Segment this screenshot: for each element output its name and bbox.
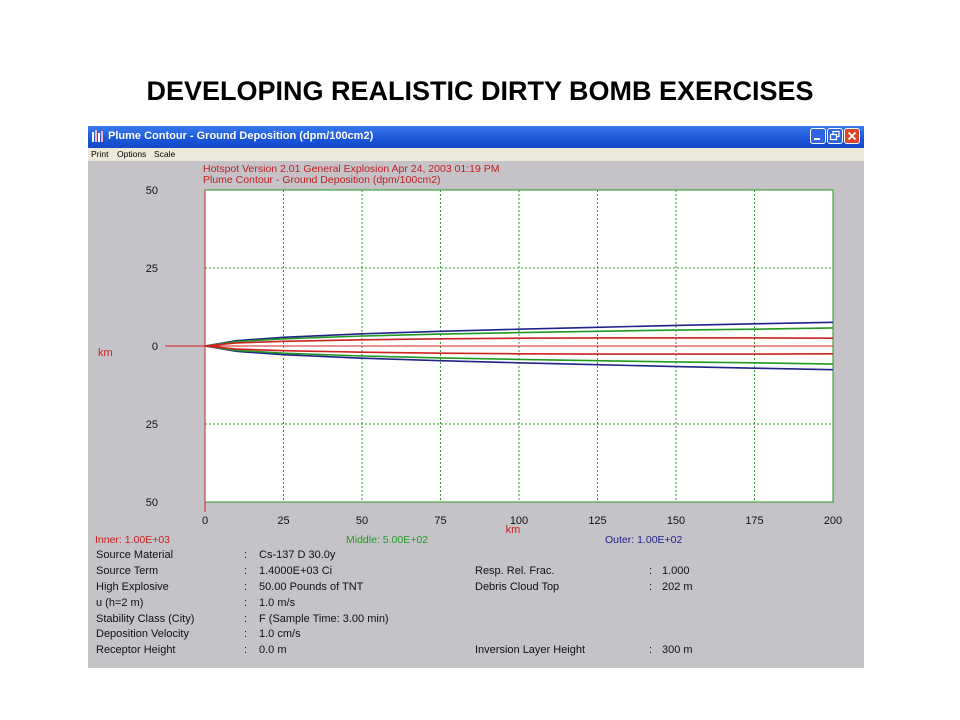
y-tick-label: 50: [146, 185, 158, 197]
info-value: 50.00 Pounds of TNT: [259, 581, 364, 593]
plot-header-line2: Plume Contour - Ground Deposition (dpm/1…: [203, 174, 441, 186]
plume-contour-plot: 0 25 50 75 100 125 150 175 200 50 25 0 25 50 km km: [98, 185, 842, 536]
x-tick-label: 200: [824, 515, 842, 527]
legend-inner: Inner: 1.00E+03: [95, 534, 171, 546]
info-value: 1.0 cm/s: [259, 628, 301, 640]
contour-line-lower: [204, 345, 834, 365]
info-label: Stability Class (City): [96, 613, 195, 625]
x-axis-label: km: [506, 524, 521, 536]
x-tick-label: 75: [434, 515, 446, 527]
plume-contour-window: Plume Contour - Ground Deposition (dpm/1…: [88, 126, 864, 668]
x-tick-label: 125: [588, 515, 606, 527]
contour-line-lower: [204, 345, 834, 371]
info-label: High Explosive: [96, 581, 169, 593]
menu-scale[interactable]: Scale: [154, 149, 176, 159]
info-value: 1.4000E+03 Ci: [259, 565, 333, 577]
y-tick-label: 0: [152, 341, 158, 353]
info-value: F (Sample Time: 3.00 min): [259, 613, 389, 625]
legend-middle: Middle: 5.00E+02: [346, 534, 429, 546]
contour-line-upper: [204, 327, 834, 347]
info-label: Debris Cloud Top: [475, 581, 560, 593]
info-separator: :: [649, 581, 653, 593]
minimize-icon: [814, 138, 820, 140]
menu-bar: Print Options Scale: [88, 148, 864, 161]
info-label: Source Term: [96, 565, 159, 577]
info-value: 300 m: [662, 644, 693, 656]
info-separator: :: [244, 613, 248, 625]
info-separator: :: [244, 628, 248, 640]
info-separator: :: [244, 549, 248, 561]
info-label: Inversion Layer Height: [475, 644, 586, 656]
info-separator: :: [244, 644, 248, 656]
y-tick-label: 50: [146, 497, 158, 509]
x-tick-label: 25: [277, 515, 289, 527]
y-axis-label: km: [98, 347, 113, 359]
window-title: Plume Contour - Ground Deposition (dpm/1…: [108, 130, 374, 142]
close-icon: [847, 131, 857, 141]
info-value: Cs-137 D 30.0y: [259, 549, 336, 561]
y-tick-label: 25: [146, 263, 158, 275]
app-icon: [92, 130, 103, 142]
info-value: 1.000: [662, 565, 690, 577]
info-separator: :: [244, 581, 248, 593]
info-separator: :: [244, 597, 248, 609]
info-label: Resp. Rel. Frac.: [475, 565, 555, 577]
x-tick-label: 100: [510, 515, 528, 527]
menu-options[interactable]: Options: [117, 149, 147, 159]
minimize-button[interactable]: [810, 128, 826, 144]
restore-button[interactable]: [827, 128, 843, 144]
info-separator: :: [649, 644, 653, 656]
info-value: 0.0 m: [259, 644, 287, 656]
info-value: 202 m: [662, 581, 693, 593]
info-label: u (h=2 m): [96, 597, 144, 609]
contour-line-upper: [204, 321, 834, 347]
info-separator: :: [244, 565, 248, 577]
x-tick-label: 150: [667, 515, 685, 527]
menu-print[interactable]: Print: [91, 149, 109, 159]
info-separator: :: [649, 565, 653, 577]
contour-line-lower: [204, 345, 834, 355]
info-label: Receptor Height: [96, 644, 176, 656]
info-label: Source Material: [96, 549, 174, 561]
info-value: 1.0 m/s: [259, 597, 296, 609]
x-tick-label: 175: [745, 515, 763, 527]
x-tick-label: 50: [356, 515, 368, 527]
contour-line-upper: [204, 337, 834, 347]
slide-title: DEVELOPING REALISTIC DIRTY BOMB EXERCISE…: [146, 76, 814, 106]
x-tick-label: 0: [202, 515, 208, 527]
window-titlebar[interactable]: Plume Contour - Ground Deposition (dpm/1…: [88, 126, 864, 148]
plot-header-line1: Hotspot Version 2.01 General Explosion A…: [203, 163, 500, 175]
restore-icon: [829, 130, 840, 141]
info-label: Deposition Velocity: [96, 628, 189, 640]
close-button[interactable]: [844, 128, 860, 144]
y-tick-label: 25: [146, 419, 158, 431]
legend-outer: Outer: 1.00E+02: [605, 534, 683, 546]
